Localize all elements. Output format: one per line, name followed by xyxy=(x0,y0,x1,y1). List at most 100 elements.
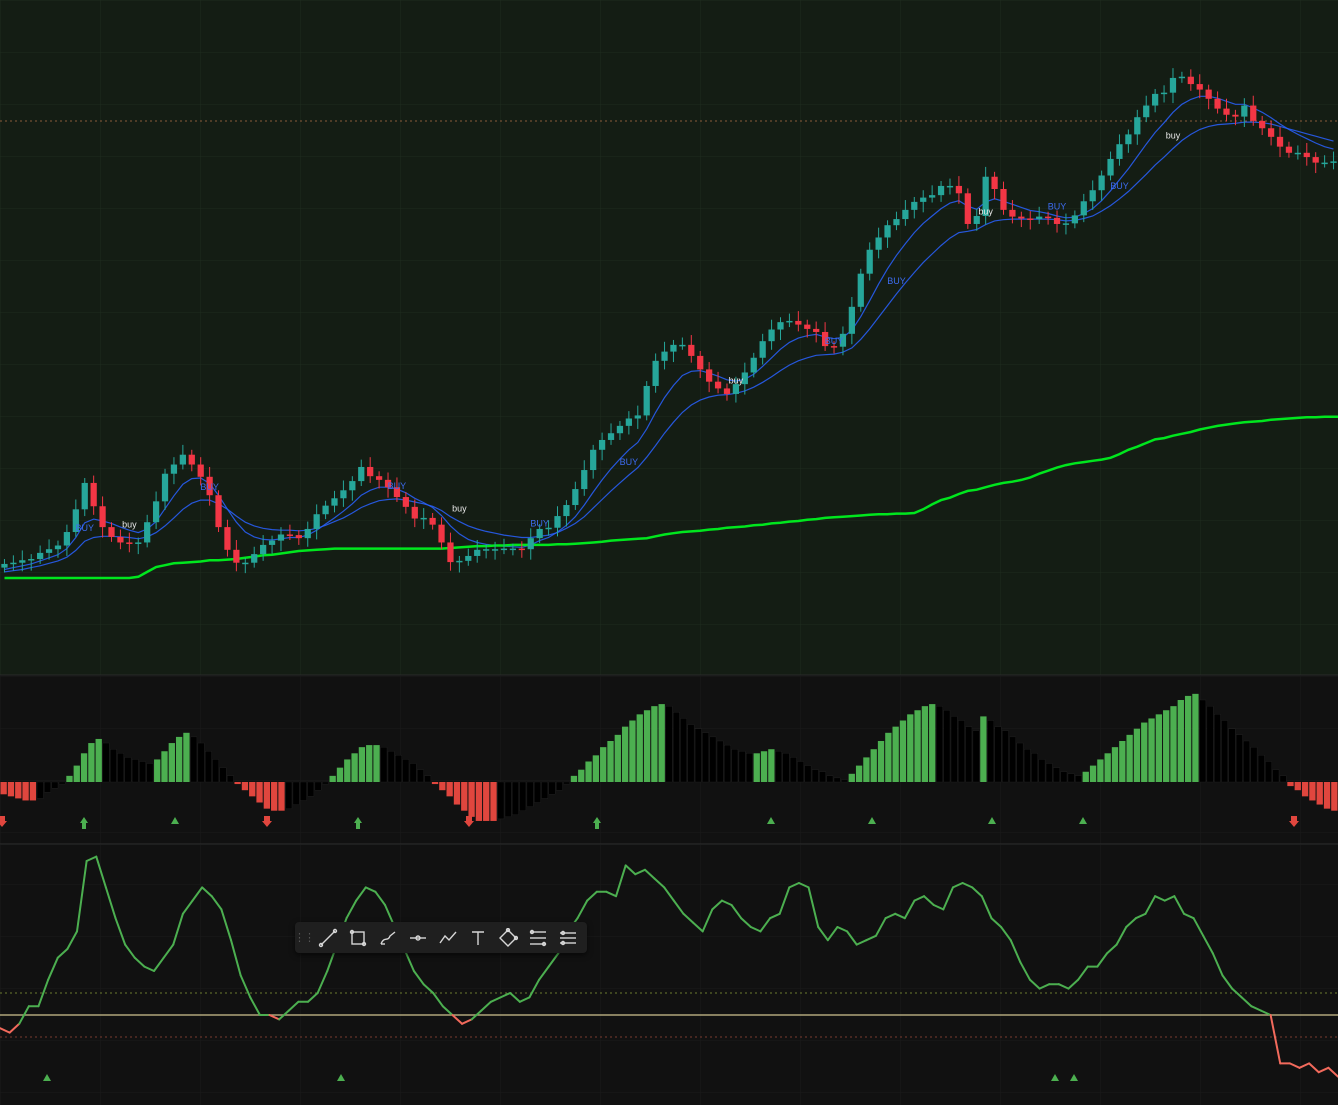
momentum-bar xyxy=(680,718,687,783)
buy-signal-label: BUY xyxy=(530,518,549,528)
oscillator-segment xyxy=(95,855,107,889)
buy-signal-label: BUY xyxy=(1048,202,1067,212)
candle-body xyxy=(572,489,579,506)
oscillator-segment xyxy=(412,970,425,986)
oscillator-segment xyxy=(711,899,723,911)
candle-body xyxy=(688,344,695,356)
oscillator-segment xyxy=(1288,1062,1301,1069)
candle-body xyxy=(536,528,543,539)
candle-body xyxy=(90,482,97,507)
momentum-bar xyxy=(1104,753,1111,782)
momentum-bar xyxy=(424,775,432,783)
oscillator-segment xyxy=(1231,987,1243,999)
candle-body xyxy=(509,548,517,551)
oscillator-segment xyxy=(191,886,204,902)
oscillator-pane[interactable] xyxy=(0,845,1338,1105)
candle-body xyxy=(251,554,258,563)
up-arrow-icon xyxy=(354,817,362,829)
oscillator-segment xyxy=(663,886,675,902)
momentum-bar xyxy=(863,757,870,782)
oscillator-segment xyxy=(1317,1066,1330,1074)
momentum-bar xyxy=(870,749,877,782)
up-triangle-icon xyxy=(868,817,876,824)
momentum-bar xyxy=(585,761,592,782)
rectangle-icon[interactable] xyxy=(343,922,373,953)
up-arrow-icon xyxy=(593,817,601,829)
candle-body xyxy=(527,538,534,550)
momentum-bar xyxy=(972,730,980,783)
oscillator-segment xyxy=(509,992,521,1003)
oscillator-segment xyxy=(307,992,319,1003)
price-pane[interactable]: BUY buy BUY BUY buy BUY BUY buy BUY BUY buy BUY BUY b… xyxy=(0,0,1338,675)
momentum-pane[interactable] xyxy=(0,676,1338,844)
candle-body xyxy=(643,385,650,416)
momentum-bar xyxy=(227,775,234,783)
momentum-bar xyxy=(80,753,88,782)
up-triangle-icon xyxy=(767,817,775,824)
candle-body xyxy=(795,320,802,325)
candle-body xyxy=(170,464,178,474)
momentum-bar xyxy=(1111,747,1119,782)
candle-body xyxy=(1160,92,1168,95)
brush-icon[interactable] xyxy=(373,922,403,953)
path-icon[interactable] xyxy=(433,922,463,953)
up-triangle-icon xyxy=(1070,1074,1078,1081)
momentum-bar xyxy=(249,782,256,797)
trend-line-icon[interactable] xyxy=(313,922,343,953)
oscillator-segment xyxy=(624,864,637,876)
candle-body xyxy=(1259,120,1266,129)
oscillator-segment xyxy=(836,926,849,933)
momentum-bar xyxy=(1038,759,1046,783)
candle-body xyxy=(411,506,418,519)
momentum-bar xyxy=(483,782,490,821)
candle-body xyxy=(483,549,490,551)
oscillator-segment xyxy=(18,1005,30,1025)
momentum-bar xyxy=(694,728,702,783)
oscillator-segment xyxy=(528,978,541,999)
candle-body xyxy=(563,505,570,517)
oscillator-segment xyxy=(1182,912,1195,920)
text-icon[interactable] xyxy=(463,922,493,953)
candle-body xyxy=(937,185,945,196)
oscillator-segment xyxy=(518,996,531,1003)
toolbar-grip-icon[interactable]: ⋮⋮ xyxy=(294,932,315,944)
buy-signal-label: BUY xyxy=(620,457,639,467)
oscillator-segment xyxy=(634,868,646,876)
drawing-toolbar[interactable]: ⋮⋮ xyxy=(294,922,587,953)
oscillator-segment xyxy=(971,886,983,898)
candle-body xyxy=(839,333,847,347)
momentum-bar xyxy=(965,726,973,783)
buy-signal-label: buy xyxy=(729,375,744,385)
oscillator-segment xyxy=(769,912,781,920)
momentum-bar xyxy=(1023,749,1031,783)
oscillator-segment xyxy=(826,926,839,942)
horizontal-ray-icon[interactable] xyxy=(403,922,433,953)
momentum-bar xyxy=(73,765,80,782)
oscillator-grid xyxy=(0,845,1338,1105)
momentum-bar xyxy=(395,755,402,783)
oscillator-segment xyxy=(817,926,829,942)
momentum-bar xyxy=(1089,765,1097,782)
parallel-channel-icon[interactable] xyxy=(553,922,583,953)
momentum-bar xyxy=(885,732,892,782)
candle-body xyxy=(1223,108,1230,115)
candle-body xyxy=(1330,161,1337,163)
momentum-bar xyxy=(899,720,907,782)
oscillator-segment xyxy=(913,895,926,902)
pattern-icon[interactable] xyxy=(493,922,523,953)
candle-body xyxy=(750,357,757,373)
candle-body xyxy=(911,201,918,210)
candle-body xyxy=(1009,209,1016,217)
momentum-bar xyxy=(1060,771,1068,783)
fib-retracement-icon[interactable] xyxy=(523,922,553,953)
oscillator-segment xyxy=(874,917,887,937)
momentum-bar xyxy=(1316,782,1323,805)
candle-body xyxy=(393,487,401,498)
buy-signal-label: BUY xyxy=(825,336,844,346)
candle-body xyxy=(902,209,909,220)
candle-body xyxy=(420,517,427,520)
candle-body xyxy=(1294,152,1301,155)
candle-body xyxy=(10,562,17,565)
candle-body xyxy=(375,476,383,480)
